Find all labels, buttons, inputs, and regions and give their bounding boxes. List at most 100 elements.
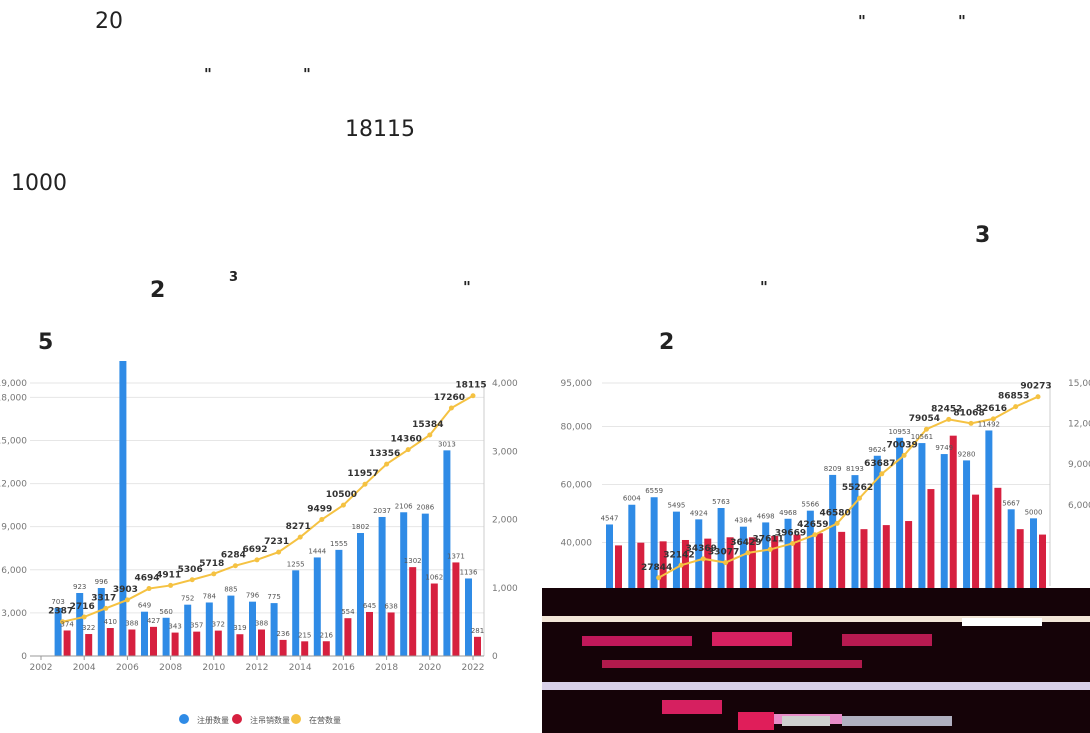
line-label: 82616 xyxy=(976,404,1007,414)
bar-blue xyxy=(918,443,926,621)
line-label-operating: 10500 xyxy=(326,490,357,500)
bar-label: 4384 xyxy=(734,517,752,525)
line-label-operating: 14360 xyxy=(391,435,422,445)
bar-blue xyxy=(762,522,770,621)
bar-label-registered: 1255 xyxy=(287,560,305,568)
bar-cancelled xyxy=(150,626,157,656)
bar-cancelled xyxy=(344,618,352,656)
x-axis-tick-label: 2018 xyxy=(375,663,398,673)
line-yellow xyxy=(658,395,1039,579)
bar-label: 9280 xyxy=(958,450,976,458)
bar-label-registered: 775 xyxy=(267,593,280,601)
bar-red xyxy=(905,521,913,621)
line-point xyxy=(790,540,796,546)
quote-mark: " xyxy=(463,278,471,296)
legend-dot-registered xyxy=(179,714,189,724)
line-point xyxy=(1013,404,1019,410)
bar-blue xyxy=(829,474,837,621)
x-axis-tick-label: 2012 xyxy=(246,663,269,673)
bar-label-registered: 1555 xyxy=(330,540,348,548)
line-point xyxy=(990,416,996,422)
number-18115: 18115 xyxy=(345,117,415,142)
number-2: 2 xyxy=(150,278,166,303)
line-point-operating xyxy=(297,534,303,540)
right-chart: 40,000 60,000 80,000 95,000 6,000 9,000 12,000… xyxy=(561,379,1090,621)
bar-cancelled xyxy=(279,639,287,656)
x-axis-tick-label: 2016 xyxy=(332,663,355,673)
bar-label-registered: 560 xyxy=(159,608,172,616)
line-label: 36429 xyxy=(730,538,761,548)
bar-cancelled xyxy=(452,562,460,656)
bar-cancelled xyxy=(214,630,222,656)
bar-blue xyxy=(695,519,703,621)
line-point-operating xyxy=(189,577,195,583)
line-point xyxy=(812,532,818,538)
line-label-operating: 3903 xyxy=(113,585,138,595)
bar-label-registered: 885 xyxy=(224,586,237,594)
number-20: 20 xyxy=(95,9,123,34)
line-point-operating xyxy=(470,393,476,399)
bar-label: 5763 xyxy=(712,498,730,506)
bar-red xyxy=(1039,534,1046,621)
line-point xyxy=(968,420,974,426)
line-point-operating xyxy=(60,619,66,625)
bar-label-registered: 3013 xyxy=(438,440,456,448)
line-label-operating: 4911 xyxy=(156,570,181,580)
bar-label-cancelled: 427 xyxy=(147,617,160,625)
bar-registered xyxy=(400,512,408,656)
line-point xyxy=(656,575,662,581)
line-point-operating xyxy=(319,517,325,523)
line-point-operating xyxy=(384,461,390,467)
bar-red xyxy=(860,529,868,621)
bar-registered xyxy=(443,450,451,656)
bar-label-registered: 2106 xyxy=(395,502,413,510)
bar-blue xyxy=(940,454,948,621)
line-label: 82452 xyxy=(931,404,962,414)
bar-label-cancelled: 343 xyxy=(168,623,181,631)
corrupted-image-region xyxy=(542,588,1090,733)
bar-registered xyxy=(249,601,256,656)
x-axis-tick-label: 2014 xyxy=(289,663,312,673)
line-point-operating xyxy=(124,597,130,603)
line-label-operating: 11957 xyxy=(347,469,378,479)
bar-label-registered: 784 xyxy=(203,592,217,600)
bar-red xyxy=(726,537,734,621)
line-point xyxy=(946,416,952,422)
line-label: 81068 xyxy=(953,408,984,418)
number-5: 5 xyxy=(38,330,54,355)
line-label: 63687 xyxy=(864,459,895,469)
bar-registered xyxy=(97,588,105,656)
bar-label-registered: 796 xyxy=(246,592,260,600)
line-label-operating: 8271 xyxy=(286,522,311,532)
quote-mark: " xyxy=(760,278,768,296)
bar-cancelled xyxy=(409,567,417,656)
bar-cancelled xyxy=(301,641,309,656)
legend-operating: 在营数量 xyxy=(309,715,341,725)
bar-registered xyxy=(357,533,364,656)
bar-cancelled xyxy=(430,583,438,656)
bar-label-cancelled: 554 xyxy=(341,608,355,616)
line-point xyxy=(923,426,929,432)
bar-red xyxy=(994,487,1002,621)
bar-label: 9624 xyxy=(868,446,886,454)
bar-label-registered: 2086 xyxy=(416,504,434,512)
quote-mark: " xyxy=(858,12,866,30)
line-point-operating xyxy=(405,447,411,453)
legend-registered: 注册数量 xyxy=(197,715,229,725)
number-3: 3 xyxy=(975,223,991,248)
left-axis-tick: 9,000 xyxy=(1,523,27,533)
bar-label-registered: 649 xyxy=(138,602,151,610)
bar-red xyxy=(659,541,667,621)
bar-label-registered: 752 xyxy=(181,595,194,603)
line-point-operating xyxy=(340,502,346,508)
left-axis-tick: 80,000 xyxy=(561,423,593,433)
bar-registered xyxy=(76,593,84,656)
x-axis-tick-label: 2020 xyxy=(418,663,441,673)
bar-blue xyxy=(739,526,747,621)
bar-red xyxy=(815,533,823,621)
bar-red xyxy=(681,539,689,621)
bar-label-cancelled: 1062 xyxy=(425,574,443,582)
line-label-operating: 6692 xyxy=(242,545,267,555)
bar-label-cancelled: 410 xyxy=(104,618,117,626)
line-label: 39669 xyxy=(775,528,806,538)
